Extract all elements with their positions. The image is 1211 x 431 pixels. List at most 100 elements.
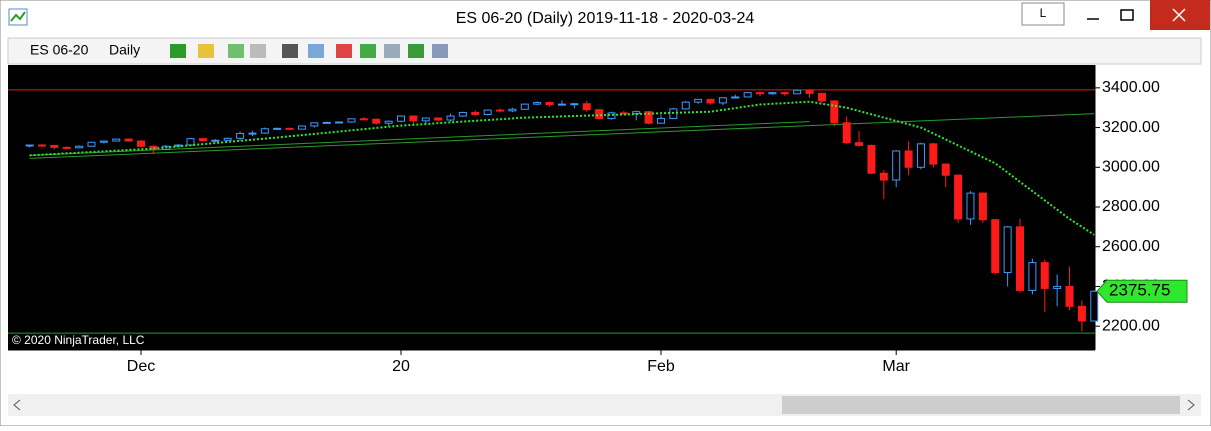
candle-body (805, 89, 814, 94)
bar-type-icon[interactable] (170, 44, 186, 58)
candle-body (483, 109, 492, 115)
candle-body (112, 138, 121, 142)
candle-body (384, 120, 393, 124)
candle-body (706, 98, 715, 104)
x-tick-label: Dec (127, 358, 155, 375)
remove-draw-icon[interactable] (250, 44, 266, 58)
y-tick-label: 3000.00 (1102, 159, 1160, 176)
candle-body (211, 139, 220, 142)
candle-body (1090, 290, 1099, 322)
candle-body (434, 117, 443, 121)
draw-tool-icon[interactable] (198, 44, 214, 58)
maximize-button[interactable] (1120, 9, 1134, 21)
candle-body (248, 132, 257, 135)
candle-body (904, 150, 913, 168)
indicator-icon[interactable] (336, 44, 352, 58)
y-tick-label: 2600.00 (1102, 238, 1160, 255)
x-tick-label: Feb (647, 358, 675, 375)
candle-body (471, 111, 480, 115)
x-tick-label: 20 (392, 358, 410, 375)
candle-body (37, 144, 46, 147)
candle-body (966, 192, 975, 220)
candle-body (25, 144, 34, 147)
candle-body (409, 115, 418, 122)
candle-body (545, 102, 554, 106)
candle-body (297, 125, 306, 130)
candle-body (1016, 226, 1024, 291)
candle-body (1077, 305, 1086, 322)
y-tick-label: 3200.00 (1102, 119, 1160, 136)
link-button-label: L (1040, 6, 1047, 20)
y-tick-label: 2200.00 (1102, 317, 1160, 334)
candle-body (867, 144, 876, 174)
scroll-left[interactable] (13, 399, 21, 411)
crosshair-icon[interactable] (282, 44, 298, 58)
candle-body (372, 118, 381, 124)
candle-body (842, 122, 851, 144)
candle-body (681, 101, 690, 110)
candle-body (694, 98, 703, 103)
trade-icon[interactable] (408, 44, 424, 58)
y-tick-label: 3400.00 (1102, 79, 1160, 96)
candle-body (137, 140, 146, 147)
properties-icon[interactable] (384, 44, 400, 58)
candle-body (124, 138, 133, 142)
candle-body (718, 97, 727, 104)
scroll-right[interactable] (1187, 399, 1195, 411)
candle-body (656, 117, 665, 124)
candle-body (186, 138, 195, 146)
y-tick-label: 2800.00 (1102, 198, 1160, 215)
candle-body (817, 92, 826, 102)
link-button[interactable] (1021, 2, 1065, 26)
candle-body (1053, 285, 1062, 289)
last-price-marker (1096, 279, 1188, 303)
candle-body (397, 115, 405, 122)
candle-body (644, 111, 653, 124)
window-title: ES 06-20 (Daily) 2019-11-18 - 2020-03-24 (456, 10, 755, 27)
instrument-selector[interactable]: ES 06-20 (30, 42, 89, 58)
plot (8, 89, 1099, 334)
close-icon (1172, 8, 1186, 22)
data-box-icon[interactable] (432, 44, 448, 58)
candle-body (780, 92, 789, 95)
strategy-icon[interactable] (360, 44, 376, 58)
candle-body (50, 144, 59, 148)
candle-body (273, 127, 282, 130)
stay-in-draw-icon[interactable] (228, 44, 244, 58)
candle-body (1028, 262, 1037, 291)
copyright: © 2020 NinjaTrader, LLC (12, 333, 145, 347)
candle-body (731, 96, 740, 99)
candle-body (756, 92, 765, 95)
candle-body (978, 192, 987, 221)
interval-selector[interactable]: Daily (109, 42, 140, 58)
x-tick-label: Mar (882, 358, 910, 375)
candle-body (991, 219, 1000, 274)
candle-body (236, 133, 245, 139)
toolbar-icons (170, 44, 448, 58)
candle-body (582, 103, 591, 111)
toolbar (7, 37, 1202, 65)
candle-body (285, 127, 294, 130)
candle-body (619, 112, 628, 115)
candle-body (768, 92, 777, 95)
candle-body (607, 112, 616, 119)
candle-body (954, 174, 963, 220)
candle-body (595, 109, 604, 119)
candle-body (743, 92, 752, 98)
candle-body (533, 102, 542, 105)
candle-body (458, 111, 467, 117)
candle-body (62, 146, 71, 149)
candle-body (892, 150, 901, 181)
scroll-thumb[interactable] (782, 396, 1180, 414)
candle-body (198, 138, 207, 142)
candle-body (347, 118, 356, 123)
candle-body (1040, 262, 1049, 289)
candle-body (496, 109, 505, 112)
trend-line (29, 121, 810, 156)
candle-body (87, 141, 96, 147)
candle-body (508, 108, 517, 112)
candle-body (223, 137, 232, 141)
candle-body (310, 122, 319, 127)
zoom-icon[interactable] (308, 44, 324, 58)
